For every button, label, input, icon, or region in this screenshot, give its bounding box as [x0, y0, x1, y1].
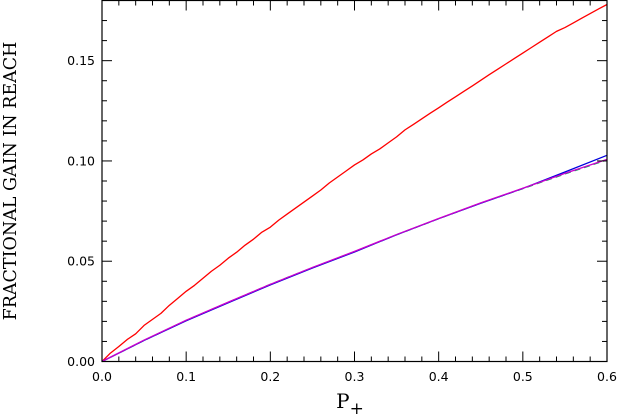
tick-labels-layer: 0.0 0.1 0.2 0.3 0.4 0.5 0.6 0.00 0.05 0.10 0.15 — [67, 53, 617, 384]
x-tick-label: 0.3 — [345, 369, 365, 384]
x-tick-label: 0.5 — [513, 369, 533, 384]
y-tick-label: 0.15 — [67, 53, 95, 68]
x-tick-label: 0.6 — [597, 369, 617, 384]
series-line-1 — [101, 3, 608, 362]
plot-frame — [101, 0, 608, 363]
x-axis-label-subscript: + — [350, 399, 364, 414]
y-axis-label: FRACTIONAL GAIN IN REACH — [1, 42, 21, 321]
x-tick-label: 0.2 — [260, 369, 280, 384]
series-line-2 — [101, 159, 608, 363]
x-tick-label: 0.4 — [429, 369, 449, 384]
x-tick-label: 0.1 — [176, 369, 196, 384]
series-line-4 — [101, 158, 608, 363]
y-tick-label: 0.00 — [67, 354, 95, 369]
x-axis-label: P+ — [336, 389, 364, 414]
x-tick-label: 0.0 — [92, 369, 112, 384]
y-tick-label: 0.10 — [67, 153, 95, 168]
ticks-layer — [101, 0, 608, 362]
series-layer — [101, 3, 608, 363]
y-tick-label: 0.05 — [67, 254, 95, 269]
